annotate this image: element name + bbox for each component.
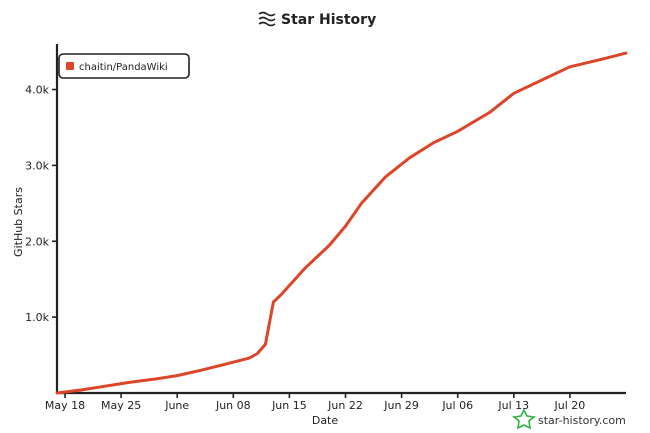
watermark: star-history.com xyxy=(512,408,626,430)
star-icon xyxy=(512,408,536,430)
legend-box xyxy=(58,53,190,79)
x-tick-label: May 25 xyxy=(101,399,141,412)
y-tick-label: 4.0k xyxy=(25,84,49,97)
x-tick-label: June xyxy=(164,399,189,412)
x-tick-label: Jun 08 xyxy=(215,399,251,412)
y-tick-label: 1.0k xyxy=(25,311,49,324)
chart-title-text: Star History xyxy=(281,12,376,28)
y-axis-label: GitHub Stars xyxy=(12,187,25,257)
y-tick-label: 3.0k xyxy=(25,159,49,172)
watermark-text: star-history.com xyxy=(538,414,626,427)
series-line-pandawiki xyxy=(55,51,628,395)
chart-title: Star History xyxy=(258,11,376,28)
x-tick-label: May 18 xyxy=(45,399,85,412)
x-tick-label: Jun 15 xyxy=(271,399,307,412)
x-tick-label: Jun 22 xyxy=(327,399,363,412)
x-ticks: May 18 May 25 June Jun 08 Jun 15 Jun 22 Jun 29… xyxy=(45,393,585,412)
legend-swatch xyxy=(66,62,74,70)
y-ticks: 1.0k 2.0k 3.0k 4.0k xyxy=(25,84,57,324)
y-tick-label: 2.0k xyxy=(25,235,49,248)
x-axis-label: Date xyxy=(312,414,339,427)
legend: chaitin/PandaWiki xyxy=(58,53,190,79)
x-tick-label: Jul 06 xyxy=(441,399,473,412)
x-tick-label: Jul 13 xyxy=(497,399,529,412)
legend-label: chaitin/PandaWiki xyxy=(79,62,168,73)
x-tick-label: Jun 29 xyxy=(383,399,419,412)
star-history-logo-icon xyxy=(258,11,276,27)
x-tick-label: Jul 20 xyxy=(554,399,586,412)
series-group xyxy=(55,51,628,395)
